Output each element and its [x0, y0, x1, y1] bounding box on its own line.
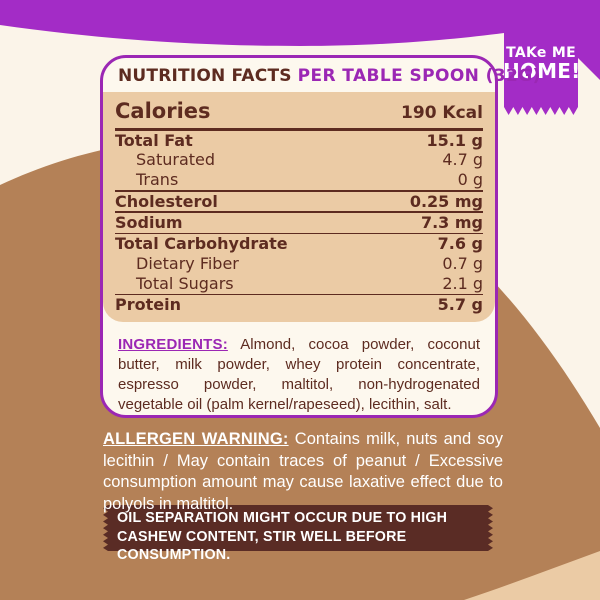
- nutrient-value: 0.7 g: [442, 254, 483, 274]
- nutrition-facts-panel: NUTRITION FACTS PER TABLE SPOON (32G) Ca…: [100, 55, 540, 418]
- calories-label: Calories: [115, 99, 211, 123]
- take-me-home-badge: TAKe ME HOME!: [503, 45, 581, 83]
- oil-separation-notice: OIL SEPARATION MIGHT OCCUR DUE TO HIGH C…: [117, 510, 448, 563]
- panel-title: NUTRITION FACTS: [118, 66, 292, 86]
- divider-thick: [115, 128, 483, 131]
- nutrient-row: Total Carbohydrate 7.6 g: [113, 234, 485, 254]
- nutrient-row: Protein 5.7 g: [113, 295, 485, 315]
- ingredients-label: INGREDIENTS:: [118, 336, 228, 354]
- nutrient-label: Total Sugars: [136, 273, 234, 293]
- nutrient-value: 4.7 g: [442, 150, 483, 170]
- nutrient-label: Saturated: [136, 150, 216, 170]
- nutrient-value: 7.3 mg: [420, 212, 483, 232]
- nutrient-value: 2.1 g: [442, 273, 483, 293]
- nutrient-row: Sodium 7.3 mg: [113, 213, 485, 233]
- nutrient-value: 5.7 g: [437, 295, 483, 315]
- nutrient-value: 0.25 mg: [409, 191, 483, 211]
- nutrient-row: Dietary Fiber 0.7 g: [113, 254, 485, 274]
- nutrient-row: Saturated 4.7 g: [113, 150, 485, 170]
- nutrition-table: Calories 190 Kcal Total Fat 15.1 g Satur…: [103, 92, 495, 323]
- nutrient-label: Trans: [136, 170, 179, 190]
- allergen-warning-block: ALLERGEN WARNING: Contains milk, nuts an…: [103, 429, 503, 515]
- panel-header: NUTRITION FACTS PER TABLE SPOON (32G): [103, 58, 540, 92]
- allergen-warning-text: Contains milk, nuts and soy lecithin / M…: [103, 430, 503, 513]
- nutrient-value: 0 g: [457, 170, 483, 190]
- nutrient-rows: Total Fat 15.1 g Saturated 4.7 g Trans 0…: [113, 131, 485, 316]
- nutrient-label: Dietary Fiber: [136, 254, 239, 274]
- allergen-warning-label: ALLERGEN WARNING:: [103, 430, 289, 448]
- nutrient-label: Cholesterol: [115, 191, 218, 211]
- serving-size: PER TABLE SPOON (32G): [297, 66, 541, 86]
- nutrient-value: 15.1 g: [426, 130, 484, 150]
- badge-line1: TAKe ME: [506, 45, 576, 61]
- nutrient-label: Total Carbohydrate: [115, 234, 288, 254]
- tan-corner-shape: [464, 551, 600, 600]
- nutrient-label: Sodium: [115, 212, 183, 232]
- nutrient-row: Cholesterol 0.25 mg: [113, 192, 485, 212]
- divider: [115, 232, 483, 235]
- nutrient-row: Total Fat 15.1 g: [113, 131, 485, 151]
- nutrient-label: Total Fat: [115, 130, 193, 150]
- notice-banner-shape: [103, 505, 493, 551]
- calories-row: Calories 190 Kcal: [113, 95, 485, 128]
- nutrient-row: Trans 0 g: [113, 170, 485, 190]
- nutrient-row: Total Sugars 2.1 g: [113, 274, 485, 294]
- nutrient-value: 7.6 g: [437, 234, 483, 254]
- nutrient-label: Protein: [115, 295, 181, 315]
- top-wave-ribbon-shape: [0, 0, 600, 115]
- calories-value: 190 Kcal: [401, 103, 483, 123]
- divider: [115, 211, 483, 213]
- ingredients-text: Almond, cocoa powder, coconut butter, mi…: [118, 336, 480, 414]
- divider: [115, 293, 483, 296]
- ingredients-block: INGREDIENTS: Almond, cocoa powder, cocon…: [118, 335, 480, 415]
- divider: [115, 189, 483, 192]
- badge-line2: HOME!: [503, 58, 581, 83]
